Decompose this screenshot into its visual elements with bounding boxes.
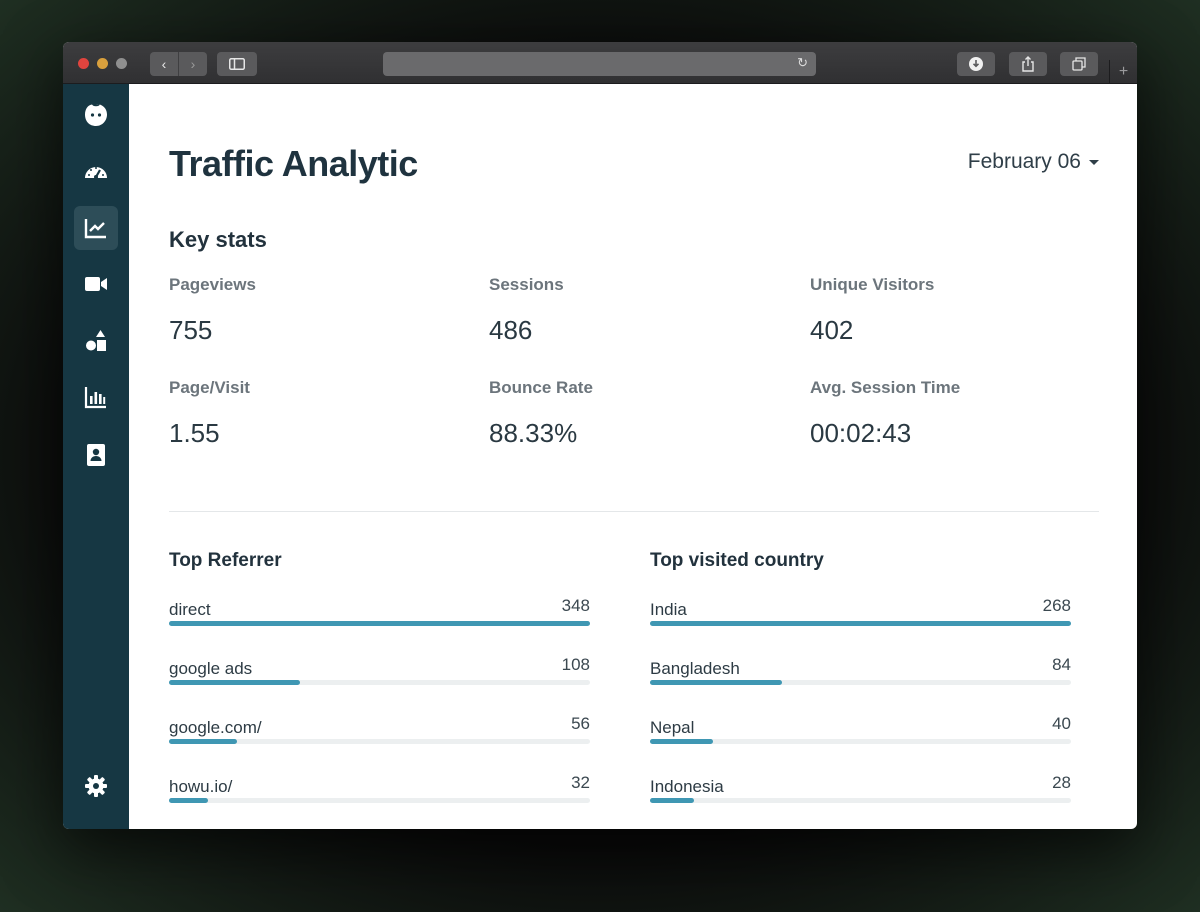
list-item-label: google.com/ (169, 718, 262, 737)
address-bar[interactable]: ↻ (383, 52, 816, 76)
list-item-label: Nepal (650, 718, 695, 737)
stat-bounce-rate: Bounce Rate 88.33% (489, 378, 593, 449)
list-item[interactable]: India 268 (650, 596, 1071, 655)
sidebar (63, 84, 129, 829)
stat-value: 402 (810, 315, 854, 345)
stat-label: Bounce Rate (489, 378, 593, 397)
list-item-count: 32 (571, 773, 590, 792)
list-item[interactable]: direct 348 (169, 596, 590, 655)
list-item[interactable]: Nepal 40 (650, 714, 1071, 773)
progress-track (650, 798, 1071, 803)
list-item-count: 268 (1042, 596, 1071, 615)
section-divider (169, 511, 1099, 512)
list-item-label: India (650, 600, 687, 619)
progress-fill (169, 798, 208, 803)
stat-value: 88.33% (489, 418, 578, 448)
dashboard-gauge-icon[interactable] (74, 150, 118, 194)
shapes-icon[interactable] (74, 319, 118, 363)
sidebar-icon (229, 58, 245, 70)
list-item[interactable]: Bangladesh 84 (650, 655, 1071, 714)
back-button[interactable]: ‹ (161, 56, 167, 72)
stat-value: 1.55 (169, 418, 220, 448)
top-country-list: India268Bangladesh84Nepal40Indonesia28Un… (650, 596, 1071, 829)
progress-track (169, 798, 590, 803)
stat-label: Avg. Session Time (810, 378, 961, 397)
tabs-overview-button[interactable] (1060, 52, 1098, 76)
top-referrer-list: direct 348 google ads 108 google.com/56 howu.… (169, 596, 590, 829)
chevron-down-icon (1089, 159, 1099, 165)
stat-label: Sessions (489, 275, 564, 294)
sidebar-toggle-button[interactable] (217, 52, 257, 76)
progress-track (169, 739, 590, 744)
page-title: Traffic Analytic (169, 143, 418, 184)
date-selector[interactable]: February 06 (968, 150, 1099, 174)
progress-track (650, 739, 1071, 744)
list-item-label: Indonesia (650, 777, 724, 796)
stat-sessions: Sessions 486 (489, 275, 564, 346)
share-icon (1022, 56, 1034, 72)
progress-fill (650, 798, 694, 803)
progress-fill (650, 680, 782, 685)
maximize-window-button[interactable] (116, 58, 127, 69)
navigation-buttons: ‹ › (150, 52, 207, 76)
list-item-count: 108 (561, 655, 590, 674)
analytics-chart-icon[interactable] (74, 206, 118, 250)
list-item-count: 348 (561, 596, 590, 615)
video-camera-icon[interactable] (74, 262, 118, 306)
progress-fill (650, 621, 1071, 626)
progress-track (650, 621, 1071, 626)
stat-value: 00:02:43 (810, 418, 912, 448)
list-item[interactable]: howu.io/32 (169, 773, 590, 829)
downloads-button[interactable] (957, 52, 995, 76)
list-item-label: direct (169, 600, 211, 619)
minimize-window-button[interactable] (97, 58, 108, 69)
tabs-icon (1072, 57, 1086, 71)
list-item-label: google ads (169, 659, 253, 678)
logo-icon[interactable] (74, 93, 118, 137)
progress-fill (650, 739, 713, 744)
list-item[interactable]: google.com/56 (169, 714, 590, 773)
list-item-count: 84 (1052, 655, 1071, 674)
progress-fill (169, 621, 590, 626)
contacts-icon[interactable] (74, 433, 118, 477)
settings-gear-icon[interactable] (74, 764, 118, 808)
forward-button[interactable]: › (190, 56, 196, 72)
progress-track (169, 680, 590, 685)
stat-value: 486 (489, 315, 533, 345)
progress-fill (169, 680, 300, 685)
bar-chart-icon[interactable] (74, 375, 118, 419)
list-item[interactable]: google ads 108 (169, 655, 590, 714)
stat-label: Pageviews (169, 275, 256, 294)
progress-track (169, 621, 590, 626)
list-item[interactable]: Indonesia 28 (650, 773, 1071, 829)
list-item-count: 28 (1052, 773, 1071, 792)
divider (178, 52, 179, 76)
progress-track (650, 680, 1071, 685)
close-window-button[interactable] (78, 58, 89, 69)
share-button[interactable] (1009, 52, 1047, 76)
key-stats-title: Key stats (169, 227, 267, 252)
browser-toolbar: ‹ › ↻ + (63, 42, 1137, 84)
progress-fill (169, 739, 237, 744)
browser-window: ‹ › ↻ + (63, 42, 1137, 829)
stat-avg-session-time: Avg. Session Time 00:02:43 (810, 378, 960, 449)
main-content: Traffic Analytic February 06 Key stats P… (129, 84, 1137, 829)
stat-value: 755 (169, 315, 213, 345)
top-country-title: Top visited country (650, 550, 824, 571)
stat-pageviews: Pageviews 755 (169, 275, 256, 346)
stat-label: Unique Visitors (810, 275, 935, 294)
stat-unique-visitors: Unique Visitors 402 (810, 275, 934, 346)
reload-icon[interactable]: ↻ (797, 55, 808, 70)
stat-page-per-visit: Page/Visit 1.55 (169, 378, 250, 449)
list-item-count: 40 (1052, 714, 1071, 733)
download-icon (969, 57, 983, 71)
top-referrer-title: Top Referrer (169, 550, 282, 571)
list-item-count: 56 (571, 714, 590, 733)
date-selector-label: February 06 (967, 150, 1081, 173)
list-item-label: howu.io/ (169, 777, 233, 796)
stat-label: Page/Visit (169, 378, 250, 397)
list-item-label: Bangladesh (650, 659, 740, 678)
new-tab-button[interactable]: + (1109, 60, 1137, 84)
